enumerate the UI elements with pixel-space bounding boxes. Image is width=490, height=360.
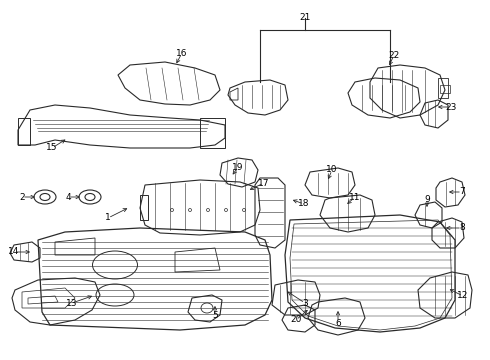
Text: 11: 11 [349, 193, 361, 202]
Text: 3: 3 [302, 298, 308, 307]
Text: 18: 18 [298, 199, 310, 208]
Text: 19: 19 [232, 162, 244, 171]
Text: 21: 21 [299, 13, 311, 22]
Text: 23: 23 [445, 103, 457, 112]
Text: 2: 2 [19, 193, 25, 202]
Text: 13: 13 [66, 298, 78, 307]
Text: 8: 8 [459, 224, 465, 233]
Text: 20: 20 [290, 315, 302, 324]
Text: 1: 1 [105, 213, 111, 222]
Text: 7: 7 [459, 188, 465, 197]
Text: 17: 17 [258, 179, 270, 188]
Text: 22: 22 [389, 50, 400, 59]
Text: 9: 9 [424, 194, 430, 203]
Text: 14: 14 [8, 248, 20, 256]
Text: 16: 16 [176, 49, 188, 58]
Text: 10: 10 [326, 166, 338, 175]
Text: 6: 6 [335, 319, 341, 328]
Text: 4: 4 [65, 193, 71, 202]
Text: 15: 15 [46, 144, 58, 153]
Text: 12: 12 [457, 292, 469, 301]
Text: 5: 5 [212, 311, 218, 320]
